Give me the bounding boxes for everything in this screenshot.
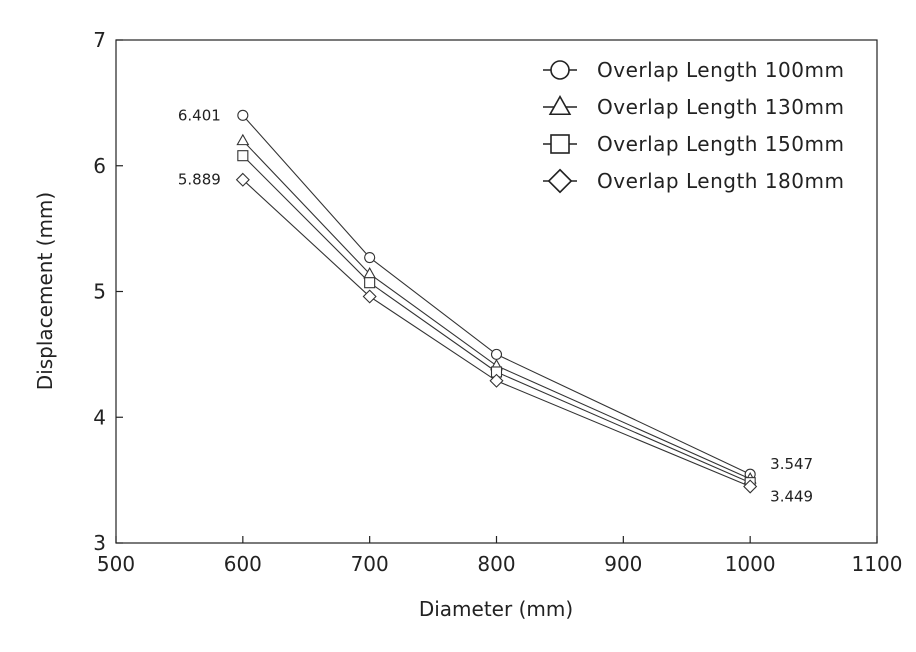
x-axis: 500 600 700 800 900 1000 1100 [97,536,903,576]
series-line [242,179,751,488]
series-line [242,155,751,484]
x-tick-label: 600 [224,552,262,576]
data-point-circle [237,109,249,121]
legend-marker-square [550,134,570,154]
annotations: 6.401 5.889 3.547 3.449 [178,106,813,505]
legend-marker-circle [550,60,570,80]
data-label: 3.449 [770,488,813,506]
y-axis: 3 4 5 6 7 [93,28,123,555]
series-diamond [235,172,758,494]
data-point-diamond [235,172,250,187]
data-point-circle [364,251,376,264]
data-point-diamond [743,479,758,494]
data-point-square [237,150,249,162]
y-tick-label: 5 [93,280,106,304]
legend-label: Overlap Length 130mm [597,95,844,119]
legend-item: Overlap Length 130mm [543,95,844,119]
data-point-square [364,277,376,289]
x-tick-label: 800 [477,552,515,576]
series-layer [235,109,758,494]
y-axis-label: Displacement (mm) [33,192,57,390]
legend-marker-diamond [547,168,573,194]
y-tick-label: 3 [93,531,106,555]
legend-label: Overlap Length 100mm [597,58,844,82]
x-tick-label: 500 [97,552,135,576]
legend: Overlap Length 100mm Overlap Length 130mm… [543,58,844,194]
legend-item: Overlap Length 150mm [543,132,844,156]
legend-item: Overlap Length 100mm [543,58,844,82]
x-tick-label: 1000 [725,552,776,576]
data-label: 3.547 [770,455,813,473]
data-point-circle [490,348,503,360]
x-tick-label: 700 [351,552,389,576]
legend-label: Overlap Length 180mm [597,169,844,193]
data-label: 6.401 [178,106,221,124]
data-point-diamond [489,373,504,388]
x-axis-label: Diameter (mm) [419,597,573,621]
y-tick-label: 7 [93,28,106,52]
y-tick-label: 6 [93,154,106,178]
data-label: 5.889 [178,171,221,189]
legend-label: Overlap Length 150mm [597,132,844,156]
data-point-triangle [236,133,250,146]
series-square [237,150,756,489]
series-circle [237,109,756,480]
series-line [242,114,751,475]
legend-item: Overlap Length 180mm [543,168,844,194]
x-tick-label: 1100 [852,552,903,576]
data-point-diamond [362,289,377,304]
legend-marker-triangle [548,95,572,116]
series-line [242,140,751,480]
y-tick-label: 4 [93,405,106,429]
x-tick-label: 900 [604,552,642,576]
